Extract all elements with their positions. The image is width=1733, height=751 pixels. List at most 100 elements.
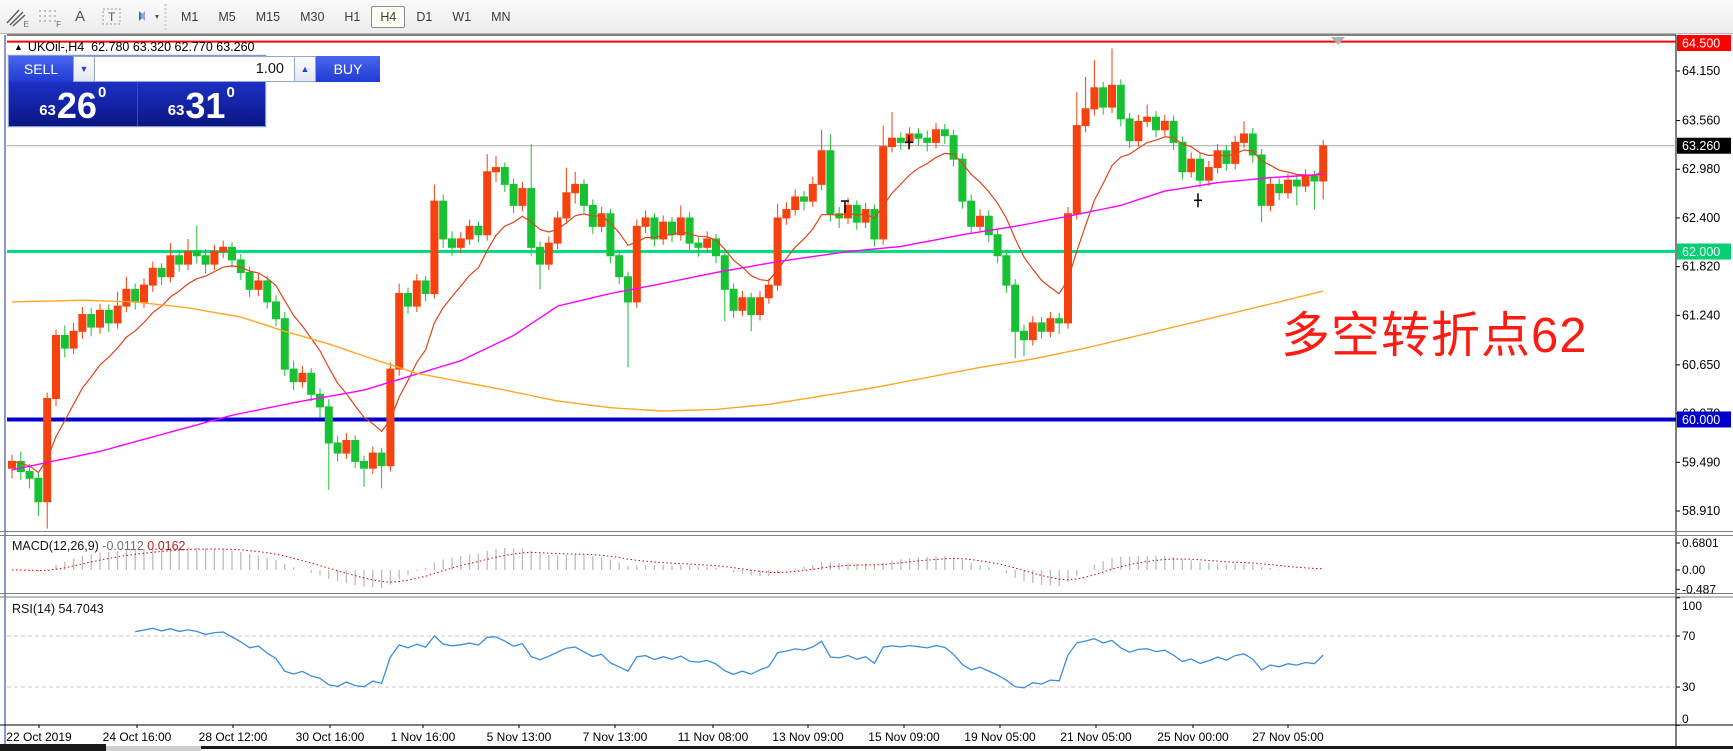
date-tick-label: 7 Nov 13:00 [583, 730, 648, 744]
candle [439, 194, 448, 249]
timeframe-button-h4[interactable]: H4 [371, 5, 406, 28]
candle [184, 238, 192, 271]
candle [192, 225, 201, 264]
svg-text:63.260: 63.260 [1682, 139, 1720, 153]
candle [1319, 139, 1328, 200]
candle [34, 473, 43, 517]
svg-text:62.000: 62.000 [1682, 245, 1720, 259]
candle [1196, 153, 1204, 188]
timeframe-button-d1[interactable]: D1 [416, 9, 433, 24]
price-badge: 63.260 [1677, 137, 1731, 154]
timeframe-button-w1[interactable]: W1 [452, 9, 472, 24]
pitchfork-tool-icon[interactable]: E [3, 4, 29, 30]
candle [474, 221, 483, 243]
candle [456, 232, 465, 254]
candle [1284, 173, 1292, 199]
candle [201, 249, 210, 274]
candle [113, 291, 122, 329]
candle [316, 388, 324, 418]
timeframe-button-mn[interactable]: MN [491, 9, 511, 24]
candle [1213, 144, 1222, 174]
price-tick-label: 64.150 [1682, 64, 1720, 78]
price-badge: 60.000 [1677, 411, 1731, 428]
rsi-axis-label: 30 [1682, 680, 1696, 694]
timeframe-button-m5[interactable]: M5 [218, 9, 236, 24]
main-price-plot[interactable] [7, 40, 1676, 529]
arrow-objects-icon[interactable] [131, 4, 159, 30]
volume-input[interactable] [95, 56, 294, 82]
ma-mid-line [11, 173, 1324, 471]
sell-price[interactable]: 63 26 0 [9, 82, 138, 126]
candle [1020, 324, 1028, 357]
chart-text-annotation[interactable]: 多空转折点62 [1281, 309, 1588, 363]
candle [879, 125, 888, 245]
collapse-triangle-icon[interactable]: ▲ [14, 42, 23, 52]
candle [536, 241, 544, 290]
candle [835, 207, 844, 229]
candle [676, 205, 685, 241]
candle [404, 287, 412, 314]
timeframe-button-m1[interactable]: M1 [181, 9, 199, 24]
candle [782, 201, 791, 225]
candle [492, 155, 500, 182]
candle [773, 203, 782, 291]
candle [1090, 60, 1099, 116]
date-tick-label: 25 Nov 00:00 [1157, 730, 1229, 744]
grid-tool-icon[interactable]: F [35, 4, 61, 30]
candle [826, 133, 835, 222]
candle [87, 307, 96, 337]
buy-price-pips: 31 [185, 84, 226, 126]
candle [800, 191, 808, 211]
timeframe-button-h1[interactable]: H1 [344, 9, 361, 24]
svg-text:64.500: 64.500 [1682, 37, 1720, 51]
candle [1292, 175, 1301, 206]
candle [1134, 114, 1143, 147]
buy-price[interactable]: 63 31 0 [138, 82, 266, 126]
text-label-icon[interactable]: A [74, 8, 85, 25]
rsi-axis-label: 70 [1682, 629, 1696, 643]
macd-panel[interactable]: 0.6801 0.00 -0.487 MACD(12,26,9) -0.0112 0.… [11, 536, 1719, 596]
candle [69, 322, 78, 354]
volume-increase-button[interactable]: ▲ [294, 56, 316, 82]
sell-price-pips: 26 [56, 84, 97, 126]
candle [175, 249, 184, 272]
chart-shift-marker-icon[interactable] [1331, 37, 1345, 45]
date-tick-label: 24 Oct 16:00 [103, 730, 172, 744]
ibeam-marker[interactable] [841, 200, 849, 214]
toolbar: E F A T M1 M5 M15 M30 H1 H4 D1 W1 MN [0, 0, 1733, 34]
svg-text:T: T [108, 10, 116, 24]
candle [324, 399, 333, 491]
timeframe-button-m30[interactable]: M30 [300, 9, 325, 24]
cross-marker[interactable] [905, 135, 913, 150]
ma-slow-line [11, 290, 1324, 412]
text-box-icon[interactable]: T [99, 4, 125, 30]
price-tick-label: 61.240 [1682, 308, 1720, 322]
candle [148, 261, 157, 292]
candle [483, 154, 492, 241]
timeframe-button-m15[interactable]: M15 [255, 9, 281, 24]
buy-button[interactable]: BUY [316, 56, 380, 82]
date-tick-label: 30 Oct 16:00 [296, 730, 365, 744]
candle [747, 292, 756, 332]
candle [562, 167, 571, 224]
candle [1143, 104, 1152, 128]
candle [1011, 279, 1020, 359]
rsi-panel[interactable]: 100 70 30 0 RSI(14) 54.7043 [7, 597, 1702, 726]
cross-marker[interactable] [1194, 193, 1202, 208]
candle [712, 233, 720, 264]
candle [1081, 76, 1090, 133]
price-axis[interactable]: 64.150 63.560 62.980 62.400 61.820 61.240 60.6… [1676, 35, 1731, 518]
sell-button[interactable]: SELL [9, 56, 73, 82]
ma-fast-line [11, 136, 1324, 474]
symbol-period-label: UKOil-,H4 [27, 40, 85, 54]
price-badge: 64.500 [1677, 35, 1731, 51]
candle [791, 189, 800, 216]
volume-decrease-button[interactable]: ▼ [73, 56, 95, 82]
candle [1275, 178, 1284, 201]
candle [412, 274, 421, 312]
date-axis[interactable]: 22 Oct 2019 24 Oct 16:00 28 Oct 12:00 30 Oc… [6, 725, 1324, 744]
candle [1108, 48, 1116, 113]
candle [333, 436, 342, 462]
candle [500, 162, 509, 192]
